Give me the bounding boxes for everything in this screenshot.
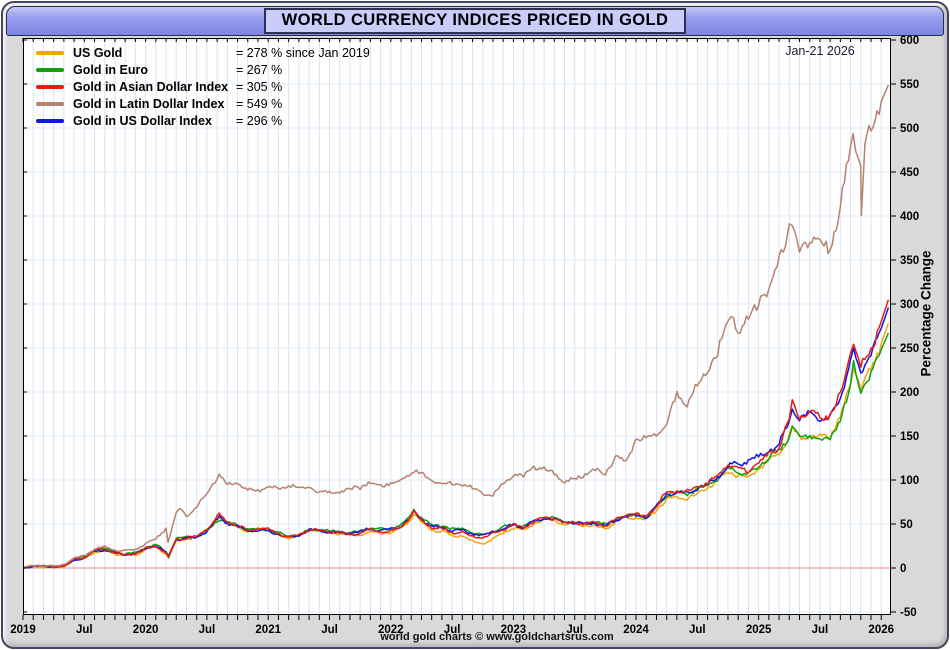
y-tick-label: -50 xyxy=(900,607,917,619)
y-tick-label: 150 xyxy=(900,431,919,443)
chart-plot: 600550500450400350300250200150100500-502… xyxy=(10,35,919,636)
legend-row: Gold in Latin Dollar Index = 549 % xyxy=(36,95,370,112)
x-tick-label: Jul xyxy=(812,624,829,636)
copyright-text: world gold charts © www.goldchartsrus.co… xyxy=(380,631,614,643)
y-tick-label: 400 xyxy=(900,211,919,223)
legend-series-name: Gold in Latin Dollar Index xyxy=(73,96,225,111)
legend-series-name: US Gold xyxy=(73,45,123,60)
legend-series-value: = 549 % xyxy=(236,96,283,111)
legend-series-name: Gold in Euro xyxy=(73,62,148,77)
x-tick-label: 2026 xyxy=(868,624,894,636)
x-tick-label: Jul xyxy=(566,624,583,636)
x-tick-label: Jul xyxy=(689,624,706,636)
page-title: WORLD CURRENCY INDICES PRICED IN GOLD xyxy=(263,8,687,34)
y-axis-title-wrap: Percentage Change xyxy=(911,3,941,623)
x-tick-label: 2025 xyxy=(746,624,772,636)
y-tick-label: 500 xyxy=(900,123,919,135)
y-tick-label: 100 xyxy=(900,475,919,487)
legend-series-value: = 305 % xyxy=(236,79,283,94)
x-tick-label: 2023 xyxy=(501,624,527,636)
title-bar: WORLD CURRENCY INDICES PRICED IN GOLD xyxy=(6,6,944,36)
x-tick-label: Jul xyxy=(76,624,93,636)
y-axis-title: Percentage Change xyxy=(918,249,934,377)
legend-swatch xyxy=(36,50,64,55)
legend-series-name: Gold in US Dollar Index xyxy=(73,113,212,128)
x-tick-label: Jul xyxy=(321,624,338,636)
x-tick-label: Jul xyxy=(444,624,461,636)
y-tick-label: 50 xyxy=(900,519,913,531)
series-line-gold-in-latin-dollar-index xyxy=(23,84,890,569)
x-tick-label: 2024 xyxy=(623,624,649,636)
x-tick-label: Jul xyxy=(199,624,216,636)
x-tick-label: 2022 xyxy=(378,624,404,636)
y-tick-label: 250 xyxy=(900,343,919,355)
y-tick-label: 350 xyxy=(900,255,919,267)
legend-series-value: = 296 % xyxy=(236,113,283,128)
y-tick-label: 550 xyxy=(900,79,919,91)
legend-row: Gold in US Dollar Index = 296 % xyxy=(36,112,370,129)
y-tick-label: 600 xyxy=(900,35,919,47)
legend: US Gold = 278 % since Jan 2019 Gold in Eur… xyxy=(36,44,370,129)
legend-swatch xyxy=(36,84,64,89)
series-line-us-gold xyxy=(23,323,890,570)
x-tick-label: 2020 xyxy=(133,624,159,636)
legend-series-name: Gold in Asian Dollar Index xyxy=(73,79,229,94)
legend-swatch xyxy=(36,118,64,123)
legend-series-value: = 278 % since Jan 2019 xyxy=(236,45,370,60)
y-tick-label: 0 xyxy=(900,563,906,575)
plot-border xyxy=(23,38,891,615)
y-tick-label: 300 xyxy=(900,299,919,311)
legend-row: Gold in Asian Dollar Index = 305 % xyxy=(36,78,370,95)
x-tick-label: 2019 xyxy=(10,624,36,636)
legend-row: Gold in Euro = 267 % xyxy=(36,61,370,78)
y-tick-label: 450 xyxy=(900,167,919,179)
legend-series-value: = 267 % xyxy=(236,62,283,77)
x-tick-label: 2021 xyxy=(255,624,281,636)
legend-swatch xyxy=(36,67,64,72)
y-tick-label: 200 xyxy=(900,387,919,399)
legend-swatch xyxy=(36,101,64,106)
plot-background xyxy=(23,38,891,615)
as-of-date-label: Jan-21 2026 xyxy=(785,44,855,58)
legend-row: US Gold = 278 % since Jan 2019 xyxy=(36,44,370,61)
series-line-gold-in-asian-dollar-index xyxy=(23,299,890,569)
